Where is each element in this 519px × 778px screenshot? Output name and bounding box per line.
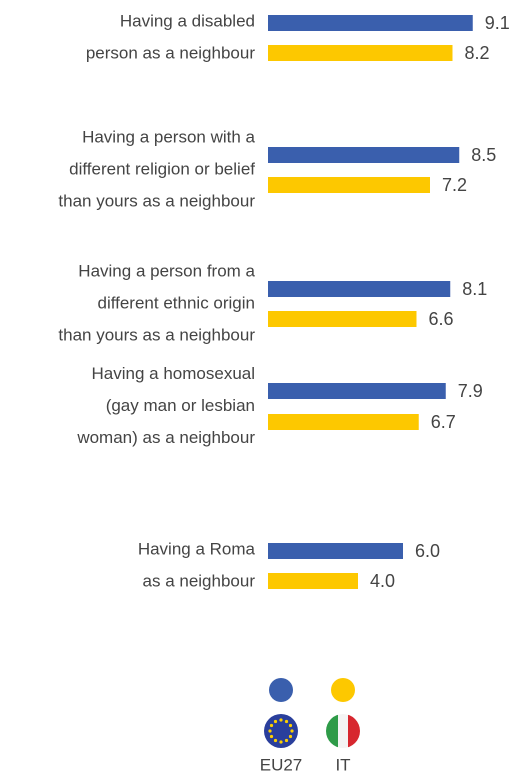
value-label: 4.0 bbox=[370, 571, 395, 591]
category-label: different religion or belief bbox=[69, 159, 255, 178]
legend-swatch bbox=[269, 678, 293, 702]
bar bbox=[268, 45, 453, 61]
eu-flag bbox=[264, 714, 298, 748]
category-label: woman) as a neighbour bbox=[76, 428, 255, 447]
bar bbox=[268, 543, 403, 559]
category-label: Having a person with a bbox=[82, 127, 255, 146]
bar bbox=[268, 311, 417, 327]
value-label: 6.6 bbox=[429, 309, 454, 329]
value-label: 9.1 bbox=[485, 13, 510, 33]
bar bbox=[268, 15, 473, 31]
category-label: than yours as a neighbour bbox=[58, 191, 255, 210]
category-label: Having a person from a bbox=[78, 261, 255, 280]
value-label: 8.2 bbox=[465, 43, 490, 63]
category-label: (gay man or lesbian bbox=[106, 396, 255, 415]
legend-label: IT bbox=[335, 755, 350, 774]
bar bbox=[268, 177, 430, 193]
category-label: Having a Roma bbox=[138, 539, 256, 558]
category-label: Having a disabled bbox=[120, 11, 255, 30]
value-label: 7.2 bbox=[442, 175, 467, 195]
category-label: person as a neighbour bbox=[86, 43, 256, 62]
value-label: 6.7 bbox=[431, 412, 456, 432]
category-label: different ethnic origin bbox=[97, 293, 255, 312]
it-flag bbox=[326, 714, 360, 748]
bar bbox=[268, 414, 419, 430]
bar bbox=[268, 383, 446, 399]
category-label: as a neighbour bbox=[143, 571, 256, 590]
legend-swatch bbox=[331, 678, 355, 702]
category-label: than yours as a neighbour bbox=[58, 325, 255, 344]
bar bbox=[268, 573, 358, 589]
value-label: 7.9 bbox=[458, 381, 483, 401]
category-label: Having a homosexual bbox=[92, 364, 255, 383]
value-label: 8.1 bbox=[462, 279, 487, 299]
bar bbox=[268, 281, 451, 297]
bar bbox=[268, 147, 460, 163]
legend-label: EU27 bbox=[260, 755, 303, 774]
value-label: 8.5 bbox=[471, 145, 496, 165]
value-label: 6.0 bbox=[415, 541, 440, 561]
